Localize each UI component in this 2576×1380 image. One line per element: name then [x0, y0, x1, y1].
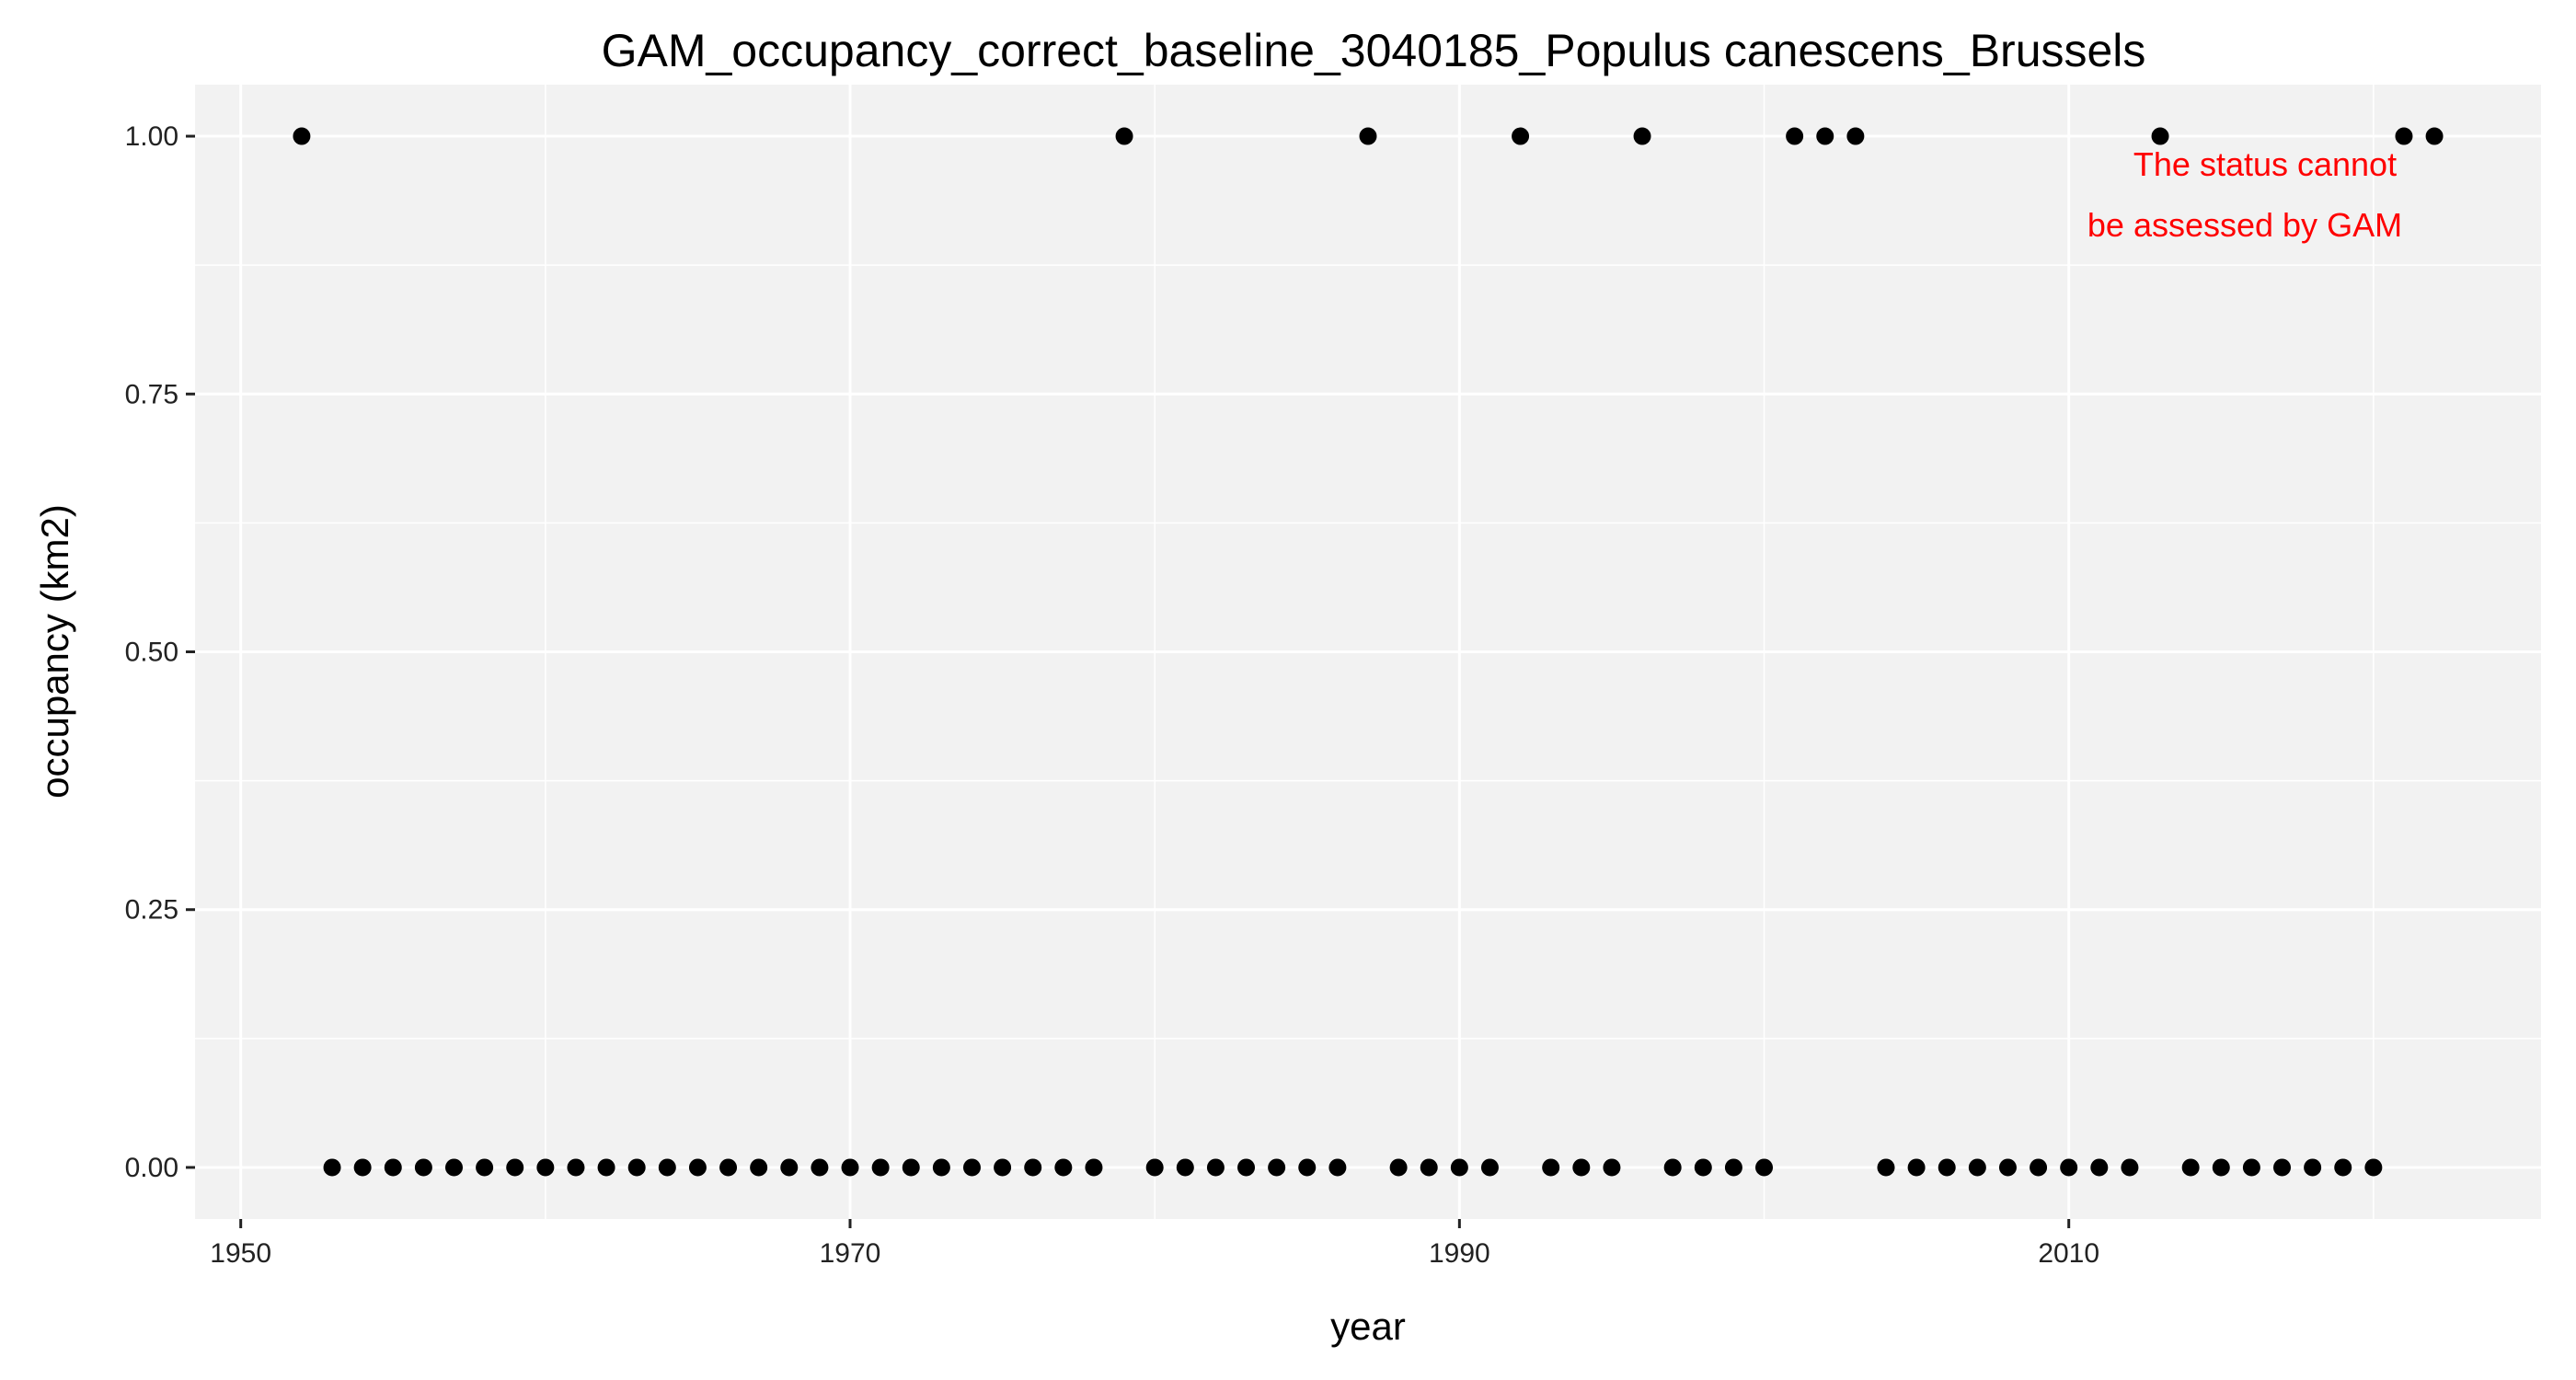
data-point	[2181, 1158, 2200, 1177]
data-point	[2273, 1158, 2292, 1177]
data-point	[2060, 1158, 2078, 1177]
data-point	[1877, 1158, 1895, 1177]
data-point	[1663, 1158, 1682, 1177]
data-point	[353, 1158, 372, 1177]
chart-title: GAM_occupancy_correct_baseline_3040185_P…	[602, 25, 2146, 76]
data-point	[1450, 1158, 1468, 1177]
x-tick-label: 1970	[820, 1238, 881, 1269]
data-point	[811, 1158, 829, 1177]
data-point	[688, 1158, 707, 1177]
data-point	[1907, 1158, 1926, 1177]
data-point	[1512, 127, 1530, 145]
x-tick-label: 1950	[210, 1238, 271, 1269]
data-point	[1938, 1158, 1956, 1177]
data-point	[536, 1158, 555, 1177]
data-point	[841, 1158, 859, 1177]
y-axis: 0.00 0.25 0.50 0.75 1.00	[125, 121, 195, 1183]
data-point	[1268, 1158, 1286, 1177]
data-point	[414, 1158, 432, 1177]
data-point	[902, 1158, 920, 1177]
data-point	[658, 1158, 676, 1177]
data-point	[2334, 1158, 2352, 1177]
data-point	[1846, 127, 1865, 145]
annotation-line-1: The status cannot	[2133, 145, 2397, 183]
y-axis-title: occupancy (km2)	[33, 504, 76, 799]
y-tick-label: 0.50	[125, 638, 178, 668]
x-axis-title: year	[1330, 1305, 1406, 1348]
data-point	[2212, 1158, 2230, 1177]
data-point	[567, 1158, 585, 1177]
y-tick-label: 0.75	[125, 379, 178, 409]
data-point	[750, 1158, 768, 1177]
data-point	[994, 1158, 1012, 1177]
data-point	[2030, 1158, 2048, 1177]
data-point	[293, 127, 311, 145]
data-point	[384, 1158, 402, 1177]
data-point	[1359, 127, 1377, 145]
x-axis: 1950 1970 1990 2010	[210, 1219, 2099, 1269]
data-point	[1176, 1158, 1194, 1177]
data-point	[1694, 1158, 1712, 1177]
data-point	[1024, 1158, 1042, 1177]
data-point	[627, 1158, 646, 1177]
y-tick-label: 1.00	[125, 121, 178, 152]
y-tick-label: 0.00	[125, 1153, 178, 1183]
data-point	[1237, 1158, 1256, 1177]
data-point	[1389, 1158, 1408, 1177]
data-point	[2304, 1158, 2322, 1177]
data-points	[293, 127, 2444, 1177]
data-point	[2151, 127, 2169, 145]
data-point	[323, 1158, 341, 1177]
data-point	[1542, 1158, 1560, 1177]
data-point	[2425, 127, 2444, 145]
y-tick-label: 0.25	[125, 895, 178, 926]
data-point	[780, 1158, 799, 1177]
data-point	[719, 1158, 738, 1177]
data-point	[1755, 1158, 1774, 1177]
data-point	[871, 1158, 890, 1177]
x-tick-label: 2010	[2038, 1238, 2099, 1269]
data-point	[444, 1158, 463, 1177]
data-point	[1480, 1158, 1499, 1177]
annotation-line-2: be assessed by GAM	[2087, 206, 2402, 244]
data-point	[2121, 1158, 2139, 1177]
data-point	[506, 1158, 524, 1177]
data-point	[1206, 1158, 1225, 1177]
data-point	[597, 1158, 615, 1177]
data-point	[476, 1158, 494, 1177]
data-point	[1998, 1158, 2017, 1177]
data-point	[1145, 1158, 1164, 1177]
status-annotation: The status cannot be assessed by GAM	[2087, 145, 2402, 244]
data-point	[932, 1158, 950, 1177]
data-point	[2364, 1158, 2383, 1177]
data-point	[1968, 1158, 1986, 1177]
data-point	[1298, 1158, 1317, 1177]
data-point	[1328, 1158, 1347, 1177]
data-point	[1085, 1158, 1103, 1177]
grid-lines	[195, 85, 2541, 1219]
data-point	[1786, 127, 1804, 145]
data-point	[1054, 1158, 1073, 1177]
data-point	[2395, 127, 2413, 145]
data-point	[1816, 127, 1834, 145]
data-point	[1603, 1158, 1621, 1177]
data-point	[2090, 1158, 2109, 1177]
data-point	[1572, 1158, 1591, 1177]
data-point	[1420, 1158, 1438, 1177]
data-point	[1633, 127, 1651, 145]
data-point	[1724, 1158, 1742, 1177]
x-tick-label: 1990	[1429, 1238, 1490, 1269]
data-point	[2242, 1158, 2260, 1177]
data-point	[962, 1158, 981, 1177]
data-point	[1115, 127, 1133, 145]
